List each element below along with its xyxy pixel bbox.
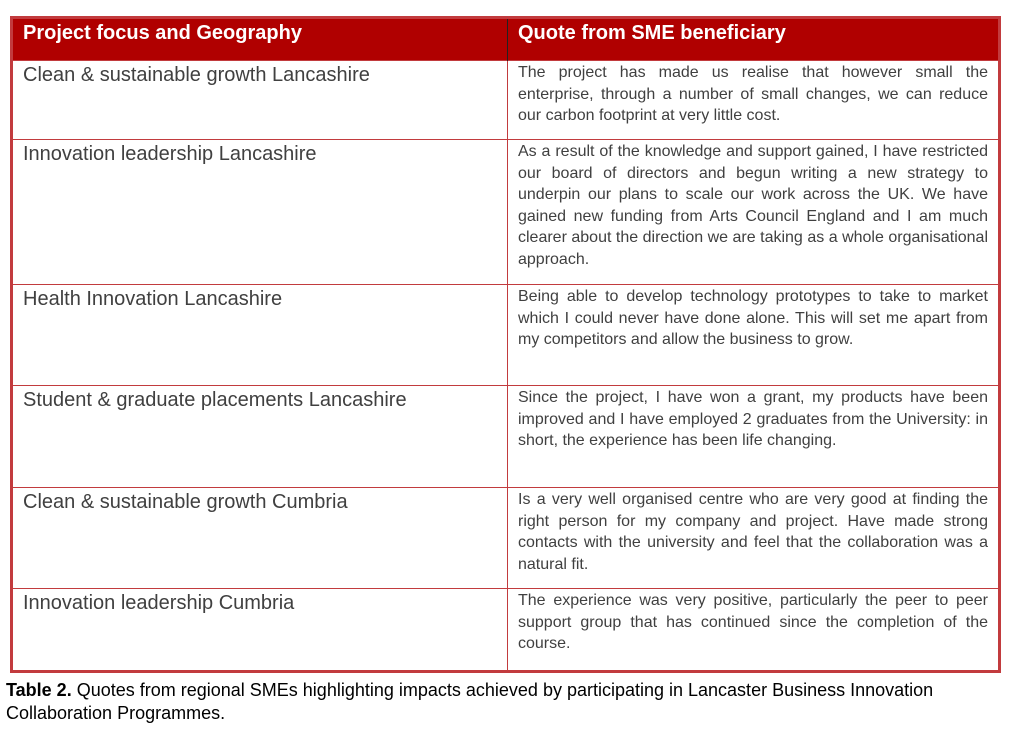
caption-text: Quotes from regional SMEs highlighting i… bbox=[6, 680, 934, 723]
quote-cell: The experience was very positive, partic… bbox=[507, 588, 1000, 672]
quote-cell: Being able to develop technology prototy… bbox=[507, 284, 1000, 386]
quote-cell: As a result of the knowledge and support… bbox=[507, 139, 1000, 285]
table-row: Innovation leadership Cumbria The experi… bbox=[11, 588, 1000, 672]
quote-cell: The project has made us realise that how… bbox=[507, 60, 1000, 140]
header-quote: Quote from SME beneficiary bbox=[507, 17, 1000, 61]
project-focus-cell: Health Innovation Lancashire bbox=[11, 284, 508, 386]
table-row: Clean & sustainable growth Cumbria Is a … bbox=[11, 487, 1000, 589]
table-row: Student & graduate placements Lancashire… bbox=[11, 385, 1000, 488]
table-row: Clean & sustainable growth Lancashire Th… bbox=[11, 60, 1000, 140]
caption-label: Table 2. bbox=[6, 680, 72, 700]
quote-cell: Since the project, I have won a grant, m… bbox=[507, 385, 1000, 488]
table-row: Innovation leadership Lancashire As a re… bbox=[11, 139, 1000, 285]
table-header-row: Project focus and Geography Quote from S… bbox=[11, 17, 1000, 61]
project-focus-cell: Student & graduate placements Lancashire bbox=[11, 385, 508, 488]
table-row: Health Innovation Lancashire Being able … bbox=[11, 284, 1000, 386]
project-focus-cell: Innovation leadership Lancashire bbox=[11, 139, 508, 285]
header-project-focus: Project focus and Geography bbox=[11, 17, 508, 61]
project-focus-cell: Clean & sustainable growth Cumbria bbox=[11, 487, 508, 589]
quote-cell: Is a very well organised centre who are … bbox=[507, 487, 1000, 589]
project-focus-cell: Innovation leadership Cumbria bbox=[11, 588, 508, 672]
project-focus-cell: Clean & sustainable growth Lancashire bbox=[11, 60, 508, 140]
table-caption: Table 2. Quotes from regional SMEs highl… bbox=[6, 679, 1006, 725]
sme-quotes-table: Project focus and Geography Quote from S… bbox=[10, 16, 1001, 673]
